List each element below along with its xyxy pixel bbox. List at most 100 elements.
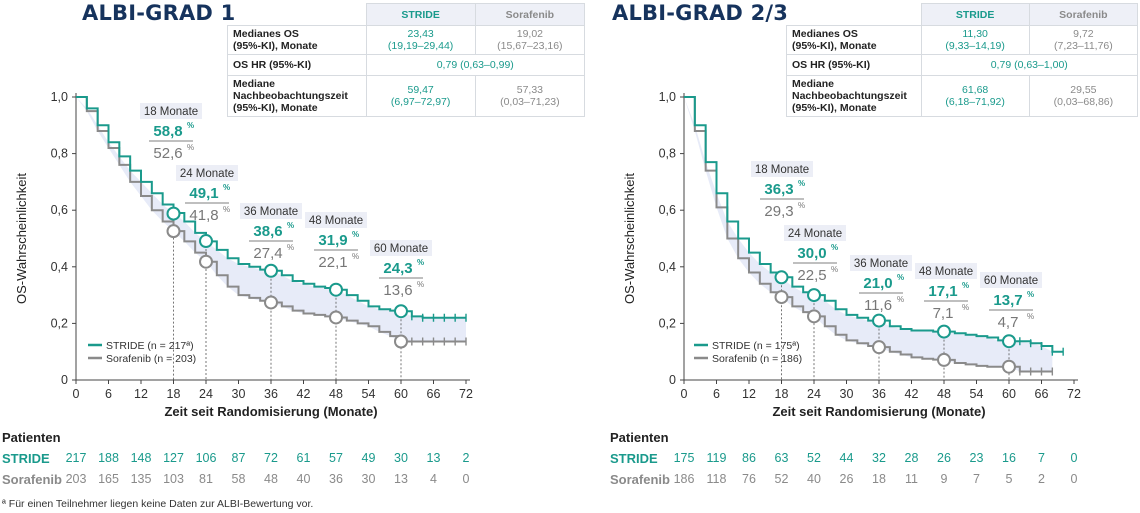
risk-count-sorafenib: 13: [394, 472, 408, 486]
x-axis-label: Zeit seit Randomisierung (Monate): [772, 404, 985, 419]
x-tick-label: 54: [970, 387, 984, 401]
sorafenib-landmark-point: [937, 352, 951, 367]
stride-curve: [684, 96, 1064, 353]
risk-count-sorafenib: 2: [1038, 472, 1045, 486]
risk-count-stride: 106: [195, 451, 217, 465]
risk-row-label-sorafenib: Sorafenib: [610, 472, 670, 487]
landmark-label-box: [850, 255, 912, 271]
x-axis-label: Zeit seit Randomisierung (Monate): [164, 404, 377, 419]
sorafenib-landmark-value: 29,3: [764, 203, 793, 220]
risk-count-sorafenib: 0: [462, 472, 470, 486]
risk-row-label-sorafenib: Sorafenib: [2, 472, 62, 487]
percent-sign: %: [417, 258, 424, 267]
y-tick-label: 0,2: [659, 316, 676, 330]
risk-count-stride: 72: [264, 451, 278, 465]
sorafenib-landmark-point: [807, 309, 821, 324]
x-tick-label: 66: [1035, 387, 1049, 401]
risk-count-stride: 16: [1002, 451, 1016, 465]
stride-value: 61,68 (6,18–71,92): [920, 75, 1030, 117]
risk-count-sorafenib: 76: [742, 472, 756, 486]
stride-landmark-point: [774, 270, 789, 285]
percent-sign: %: [187, 121, 194, 130]
risk-table-header: Patienten: [610, 430, 669, 445]
risk-count-sorafenib: 58: [231, 472, 246, 486]
risk-count-sorafenib: 36: [329, 472, 343, 486]
x-tick-label: 60: [1002, 387, 1016, 401]
landmark-label-box: [140, 103, 202, 119]
x-tick-label: 48: [329, 387, 343, 401]
stride-landmark-value: 13,7: [993, 292, 1022, 309]
risk-count-stride: 23: [969, 451, 984, 465]
x-tick-label: 36: [264, 387, 278, 401]
risk-count-sorafenib: 4: [430, 472, 437, 486]
y-tick-label: 1,0: [659, 90, 676, 104]
sorafenib-landmark-value: 41,8: [189, 207, 218, 224]
risk-count-stride: 2: [462, 451, 470, 465]
risk-count-stride: 13: [426, 451, 441, 465]
risk-count-stride: 119: [706, 451, 727, 465]
risk-count-stride: 188: [98, 451, 119, 465]
legend-label-stride: STRIDE (n = 217ª): [106, 340, 194, 352]
risk-count-sorafenib: 7: [973, 472, 980, 486]
percent-sign: %: [962, 281, 969, 290]
risk-count-stride: 7: [1038, 451, 1045, 465]
risk-count-sorafenib: 9: [940, 472, 948, 486]
percent-sign: %: [1027, 312, 1034, 321]
risk-count-sorafenib: 30: [361, 472, 376, 486]
sorafenib-landmark-value: 27,4: [253, 245, 282, 262]
stride-landmark-value: 24,3: [383, 260, 412, 277]
risk-count-stride: 127: [163, 451, 184, 465]
risk-count-stride: 49: [361, 451, 376, 465]
sorafenib-landmark-value: 11,6: [864, 297, 892, 314]
y-tick-label: 0,8: [51, 147, 68, 161]
landmark-label: 36 Monate: [244, 206, 298, 218]
risk-count-sorafenib: 26: [839, 472, 854, 486]
stride-landmark-value: 38,6: [253, 223, 282, 240]
landmark-label: 48 Monate: [919, 266, 973, 278]
sorafenib-value: 19,02 (15,67–23,16): [474, 25, 586, 55]
risk-count-stride: 63: [774, 451, 789, 465]
y-tick-label: 0: [669, 373, 676, 387]
stride-landmark-point: [199, 234, 213, 249]
percent-sign: %: [417, 280, 424, 289]
landmark-label: 60 Monate: [374, 243, 428, 255]
risk-count-stride: 52: [807, 451, 821, 465]
x-tick-label: 12: [134, 387, 148, 401]
y-tick-label: 0,4: [51, 260, 68, 274]
percent-sign: %: [831, 265, 838, 274]
y-tick-label: 0,8: [659, 147, 676, 161]
stride-value: 59,47 (6,97–72,97): [365, 75, 476, 117]
row-label: Mediane Nachbeobachtungszeit (95%-KI), M…: [786, 75, 922, 117]
x-tick-label: 6: [713, 387, 720, 401]
landmark-label: 24 Monate: [788, 228, 842, 240]
sorafenib-landmark-point: [166, 224, 181, 239]
stats-table: STRIDE Sorafenib Medianes OS (95%-KI), M…: [227, 3, 586, 117]
risk-count-sorafenib: 40: [296, 472, 311, 486]
landmark-label: 48 Monate: [309, 215, 363, 227]
stride-landmark-value: 30,0: [797, 245, 826, 262]
sorafenib-landmark-point: [1002, 359, 1016, 374]
y-tick-label: 0,6: [51, 203, 68, 217]
stride-landmark-point: [807, 288, 821, 303]
risk-count-sorafenib: 135: [130, 472, 152, 486]
stride-landmark-point: [166, 206, 181, 221]
risk-count-stride: 26: [937, 451, 951, 465]
percent-sign: %: [352, 252, 359, 261]
col-sorafenib-header: Sorafenib: [474, 3, 586, 26]
x-tick-label: 12: [742, 387, 756, 401]
stride-landmark-point: [329, 282, 343, 297]
percent-sign: %: [1027, 290, 1034, 299]
stride-landmark-point: [264, 263, 278, 278]
landmark-label-box: [915, 263, 977, 279]
x-tick-label: 54: [362, 387, 376, 401]
risk-count-sorafenib: 11: [905, 472, 918, 486]
landmark-label: 36 Monate: [854, 258, 908, 270]
risk-count-stride: 44: [839, 451, 854, 465]
stride-landmark-value: 58,8: [153, 123, 182, 140]
percent-sign: %: [287, 243, 294, 252]
x-tick-label: 30: [232, 387, 246, 401]
landmark-label: 18 Monate: [144, 106, 198, 118]
x-tick-label: 6: [105, 387, 112, 401]
risk-count-stride: 217: [65, 451, 87, 465]
x-tick-label: 36: [872, 387, 886, 401]
